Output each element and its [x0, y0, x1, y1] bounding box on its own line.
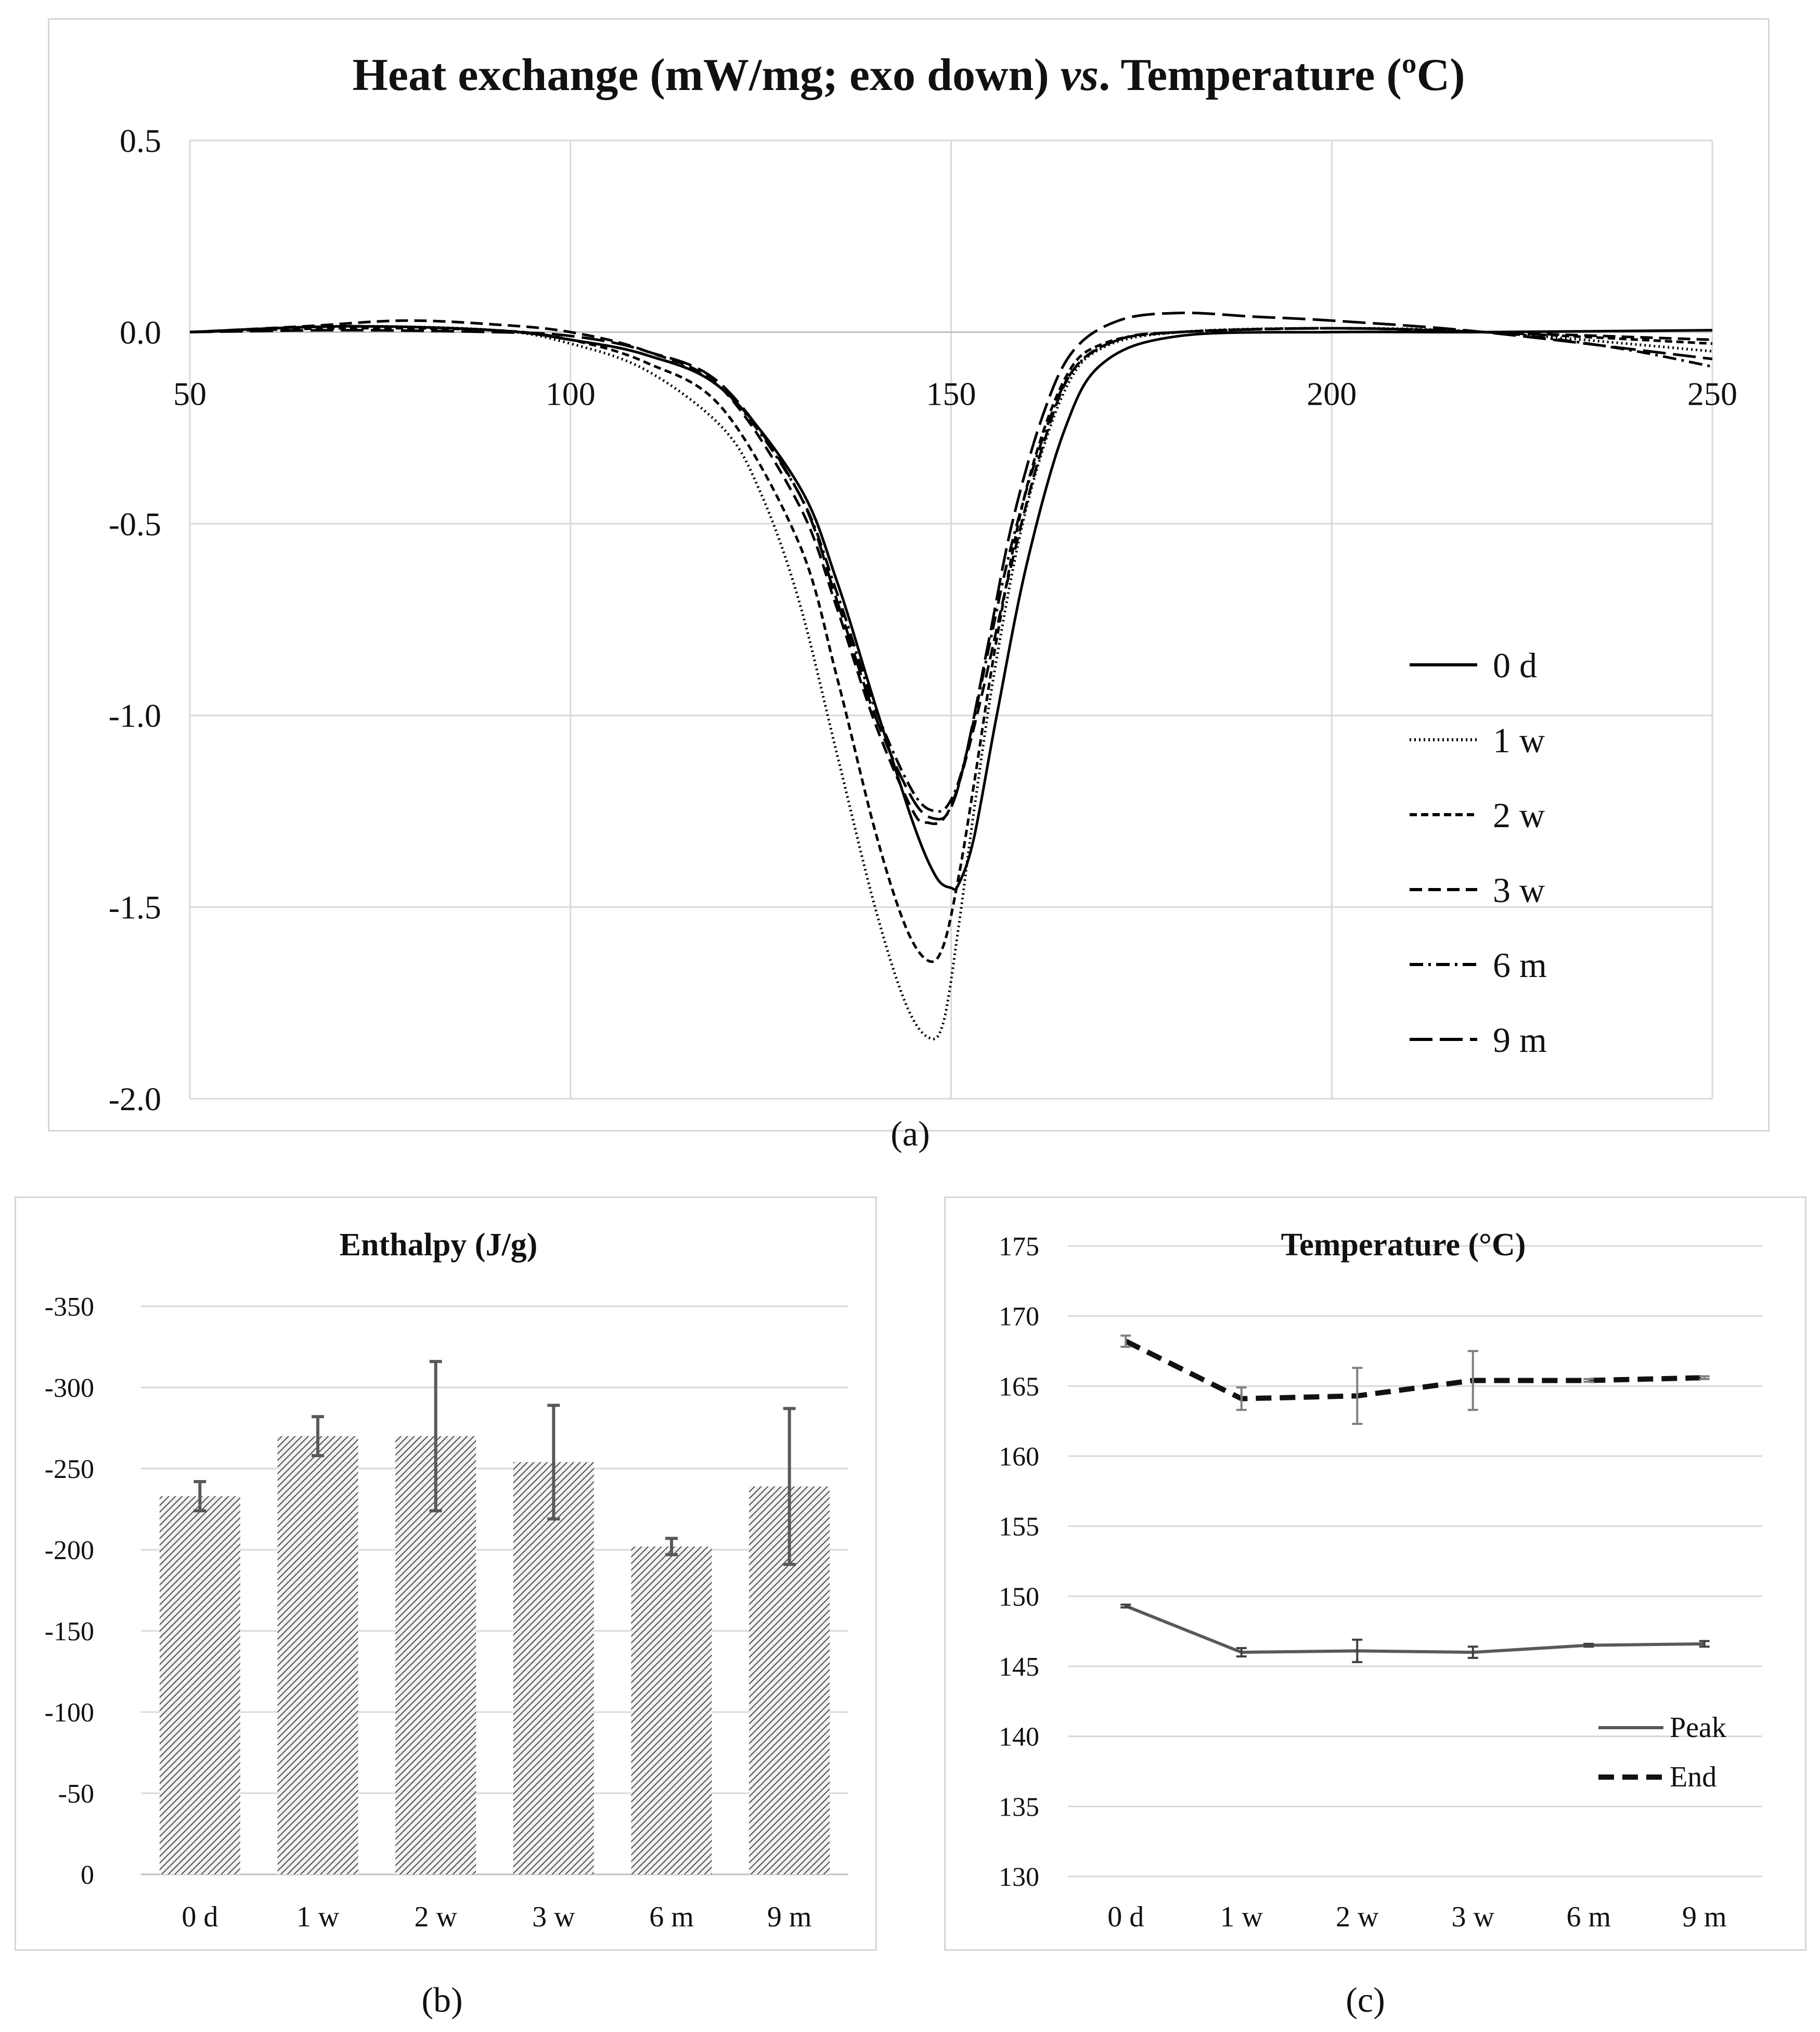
chart-b-ytick-label: 0	[81, 1860, 94, 1890]
enthalpy-chart-panel: Enthalpy (J/g) -350 -300 -250 -200 -150 -100 -5…	[15, 1197, 877, 1951]
chart-b-category-label: 2 w	[414, 1901, 457, 1933]
chart-c-legend-label: Peak	[1670, 1712, 1726, 1744]
heat-exchange-chart-panel: Heat exchange (mW/mg; exo down) vs. Temp…	[48, 18, 1770, 1131]
chart-c-ytick-label: 130	[999, 1862, 1039, 1892]
chart-a-xtick-label: 200	[1307, 375, 1357, 412]
chart-a-legend-label: 0 d	[1493, 646, 1537, 685]
chart-a-legend-label: 2 w	[1493, 795, 1545, 835]
chart-b-ytick-label: -100	[45, 1698, 94, 1728]
chart-a-legend-label: 9 m	[1493, 1020, 1547, 1060]
chart-b-category-label: 1 w	[296, 1901, 340, 1933]
chart-c-series-line-end	[1125, 1339, 1705, 1401]
chart-b-ytick-label: -150	[45, 1617, 94, 1647]
chart-b-title: Enthalpy (J/g)	[340, 1227, 538, 1263]
chart-c-series-line-peak	[1125, 1604, 1705, 1654]
chart-c-ytick-label: 175	[999, 1232, 1039, 1262]
chart-a-title: Heat exchange (mW/mg; exo down) vs. Temp…	[352, 50, 1465, 100]
chart-b-ytick-label: -300	[45, 1373, 94, 1403]
chart-b-ytick-label: -250	[45, 1455, 94, 1484]
chart-b-ytick-label: -50	[58, 1779, 94, 1809]
chart-a-ytick-label: -1.0	[109, 697, 161, 734]
chart-a-ytick-label: -0.5	[109, 506, 161, 543]
chart-a-series-line-2w	[189, 327, 1713, 963]
chart-c-ytick-label: 160	[999, 1442, 1039, 1472]
chart-c-ytick-label: 155	[999, 1512, 1039, 1542]
enthalpy-chart: Enthalpy (J/g) -350 -300 -250 -200 -150 -100 -5…	[45, 1227, 848, 1933]
chart-a-xtick-label: 50	[173, 375, 206, 412]
chart-c-category-label: 0 d	[1107, 1901, 1144, 1933]
chart-a-ytick-label: -1.5	[109, 889, 161, 926]
caption-b: (b)	[421, 1980, 463, 2020]
chart-a-legend-label: 3 w	[1493, 870, 1545, 910]
heat-exchange-chart: Heat exchange (mW/mg; exo down) vs. Temp…	[109, 50, 1737, 1117]
chart-a-legend-label: 1 w	[1493, 721, 1545, 760]
chart-b-category-label: 9 m	[767, 1901, 812, 1933]
chart-c-title: Temperature (°C)	[1281, 1227, 1526, 1263]
chart-b-ytick-label: -350	[45, 1292, 94, 1322]
chart-b-ytick-label: -200	[45, 1536, 94, 1565]
chart-c-category-label: 1 w	[1220, 1901, 1263, 1933]
chart-a-title-main: Heat exchange (mW/mg; exo down)	[352, 50, 1060, 100]
chart-c-category-label: 2 w	[1336, 1901, 1379, 1933]
chart-b-bar	[159, 1496, 240, 1874]
chart-b-bar	[277, 1436, 358, 1874]
chart-a-xtick-label: 250	[1687, 375, 1737, 412]
chart-a-ytick-label: 0.0	[120, 314, 161, 351]
chart-b-category-label: 0 d	[182, 1901, 218, 1933]
chart-c-legend-label: End	[1670, 1761, 1716, 1793]
chart-b-category-label: 6 m	[649, 1901, 694, 1933]
chart-c-ytick-label: 150	[999, 1582, 1039, 1612]
chart-c-ytick-label: 145	[999, 1652, 1039, 1682]
chart-c-category-label: 9 m	[1682, 1901, 1727, 1933]
chart-c-ytick-label: 135	[999, 1792, 1039, 1822]
chart-c-ytick-label: 170	[999, 1302, 1039, 1332]
chart-c-ytick-label: 165	[999, 1372, 1039, 1401]
temperature-chart: 175 170 165 160 155 150 145 140 135 130 Temperatur…	[999, 1227, 1762, 1933]
chart-c-category-label: 3 w	[1452, 1901, 1495, 1933]
chart-a-series-line-9m	[189, 311, 1713, 821]
chart-b-bar	[513, 1462, 594, 1874]
caption-a: (a)	[890, 1114, 930, 1153]
chart-a-title-italic: vs	[1061, 50, 1099, 100]
chart-a-title-end: . Temperature (ºC)	[1099, 50, 1465, 100]
chart-a-ytick-label: -2.0	[109, 1081, 161, 1117]
chart-a-xtick-label: 150	[926, 375, 976, 412]
chart-c-ytick-label: 140	[999, 1722, 1039, 1752]
chart-b-bar	[631, 1546, 712, 1874]
chart-a-legend-label: 6 m	[1493, 945, 1547, 985]
temperature-chart-panel: 175 170 165 160 155 150 145 140 135 130 Temperatur…	[944, 1197, 1806, 1951]
caption-c: (c)	[1346, 1980, 1385, 2020]
chart-c-category-label: 6 m	[1566, 1901, 1611, 1933]
chart-b-category-label: 3 w	[532, 1901, 575, 1933]
chart-a-ytick-label: 0.5	[120, 122, 161, 159]
chart-a-xtick-label: 100	[546, 375, 596, 412]
